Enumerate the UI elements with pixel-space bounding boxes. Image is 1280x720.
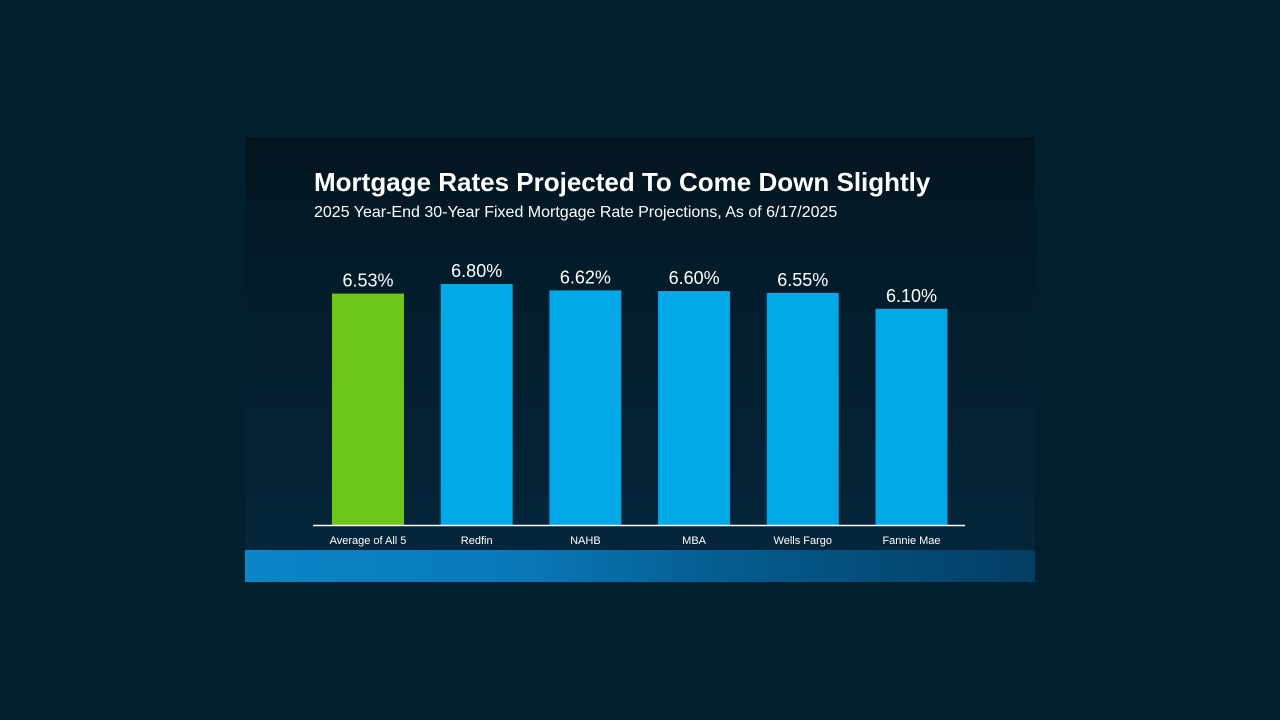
category-label: Average of All 5 [330, 535, 407, 547]
bar-redfin [440, 284, 513, 525]
data-label: 6.10% [886, 286, 937, 306]
chart-slide: Mortgage Rates Projected To Come Down Sl… [245, 137, 1035, 582]
bar-mba [658, 291, 731, 525]
category-label: Wells Fargo [774, 535, 832, 547]
bar-fannie-mae [875, 308, 948, 525]
category-label: Fannie Mae [882, 535, 940, 547]
bar-wells-fargo [766, 292, 839, 525]
data-label: 6.80% [451, 261, 502, 281]
category-label: MBA [682, 535, 707, 547]
chart-subtitle: 2025 Year-End 30-Year Fixed Mortgage Rat… [314, 204, 838, 221]
footer-band [245, 550, 1035, 582]
category-label: Redfin [461, 535, 493, 547]
category-label: NAHB [570, 535, 601, 547]
bar-average-of-all-5 [332, 293, 404, 525]
chart-title: Mortgage Rates Projected To Come Down Sl… [314, 167, 931, 197]
data-label: 6.55% [777, 270, 828, 290]
data-label: 6.62% [560, 267, 611, 287]
bar-chart: 6.53% Average of All 5 6.80% Redfin 6.62% NAH… [313, 261, 965, 547]
data-label: 6.60% [669, 268, 720, 288]
bar-nahb [549, 290, 622, 525]
data-label: 6.53% [342, 271, 393, 291]
